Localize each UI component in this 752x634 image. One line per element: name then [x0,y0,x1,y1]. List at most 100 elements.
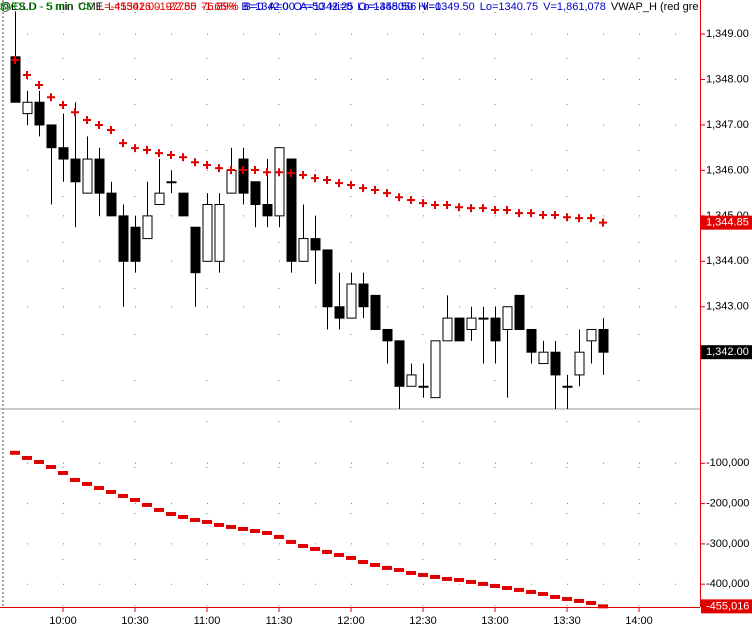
vold-dash [370,562,381,567]
header-text: V=0 [421,1,442,13]
vwap-marker [251,165,260,174]
vwap-marker [59,100,68,109]
vold-dash [106,489,117,494]
candle-body [370,294,381,330]
candle-body [142,215,153,240]
y-tick-label: 1,343.00 [706,301,749,313]
vold-dash [250,528,261,533]
vwap-marker [575,214,584,223]
vold-dash [502,585,513,590]
candle-body [358,283,369,308]
x-tick-label: 10:00 [49,615,77,627]
header-text: B=1342.00 [241,1,295,13]
x-tick-label: 14:00 [625,615,653,627]
candle-body [250,181,261,205]
header-text: @ES.D - 5 min [0,1,74,13]
vwap-marker [551,210,560,219]
x-tick-label: 13:00 [481,615,509,627]
vold-dash [478,581,489,586]
vwap-marker [299,170,308,179]
vwap-marker [95,120,104,129]
vold-dash [358,559,369,564]
vold-dash [574,598,585,603]
candle-body [514,294,525,330]
vold-dash [490,583,501,588]
candle-body [214,204,225,262]
vwap-marker [395,193,404,202]
header-text: B=0 [243,1,264,13]
y-tick-label: -100,000 [706,457,749,469]
vold-dash [466,579,477,584]
candle-body [334,306,345,319]
y-tick-label: -300,000 [706,538,749,550]
candle-body [598,328,609,353]
candle-body [418,385,429,388]
header-text: Hi=1349.50 [418,1,475,13]
vold-dash [430,574,441,579]
vwap-marker [419,199,428,208]
candle-body [406,374,417,387]
y-tick-label: -400,000 [706,578,749,590]
vold-dash [334,552,345,557]
candle-body [502,306,513,330]
vold-dash [322,549,333,554]
header-text: -22.50 [165,1,197,13]
candle-body [94,158,105,194]
vwap-marker [335,179,344,188]
vold-dash [154,507,165,512]
candle-body [46,124,57,149]
vold-dash [262,530,273,535]
vold-dash [118,493,129,498]
vwap-marker [491,205,500,214]
candle-body [586,328,597,342]
candle-body [34,101,45,126]
candle-body [346,283,357,319]
candle-body [478,317,489,320]
x-tick-label: 13:30 [553,615,581,627]
y-tick-label: 1,349.00 [706,28,749,40]
header-text: VWAP_H (red gre [610,1,699,13]
vold-dash [310,546,321,551]
candle-body [58,147,69,160]
vold-dash [514,587,525,592]
vold-dash [526,589,537,594]
x-tick-label: 12:30 [409,615,437,627]
header-text: CME [78,1,103,13]
vwap-marker [503,205,512,214]
header-text: O=-50 [293,1,325,13]
y-tick-label: 1,344.00 [706,255,749,267]
vwap-marker [143,145,152,154]
y-tick-label: 1,346.00 [706,164,749,176]
candle-body [526,328,537,353]
vwap-marker [203,160,212,169]
value-tag-label: 1,344.85 [706,217,749,229]
vwap-marker [563,213,572,222]
candle-body [190,226,201,274]
vold-dash [454,577,465,582]
candle-body [298,238,309,262]
vwap-marker [167,150,176,159]
vwap-marker [107,125,116,134]
header-text: A=0 [268,1,289,13]
header-text: -197785 [155,1,197,13]
vwap-marker [155,149,164,158]
candle-body [70,158,81,183]
vold-dash [346,555,357,560]
vwap-marker [359,184,368,193]
candle-body [166,181,177,184]
candle-body [442,317,453,342]
vwap-marker [47,93,56,102]
vold-dash [166,511,177,516]
vwap-marker [287,169,296,178]
vold-dash [238,526,249,531]
vold-dash [94,485,105,490]
y-tick-label: 1,347.00 [706,119,749,131]
candle-body [454,317,465,342]
vwap-marker [587,214,596,223]
vwap-marker [599,218,608,227]
candle-body [118,215,129,262]
vold-header: $VOLD - 5 min US L=-455016 -197785 76.89% B=0… [0,0,700,14]
vwap-marker [131,144,140,153]
vwap-marker [527,209,536,218]
